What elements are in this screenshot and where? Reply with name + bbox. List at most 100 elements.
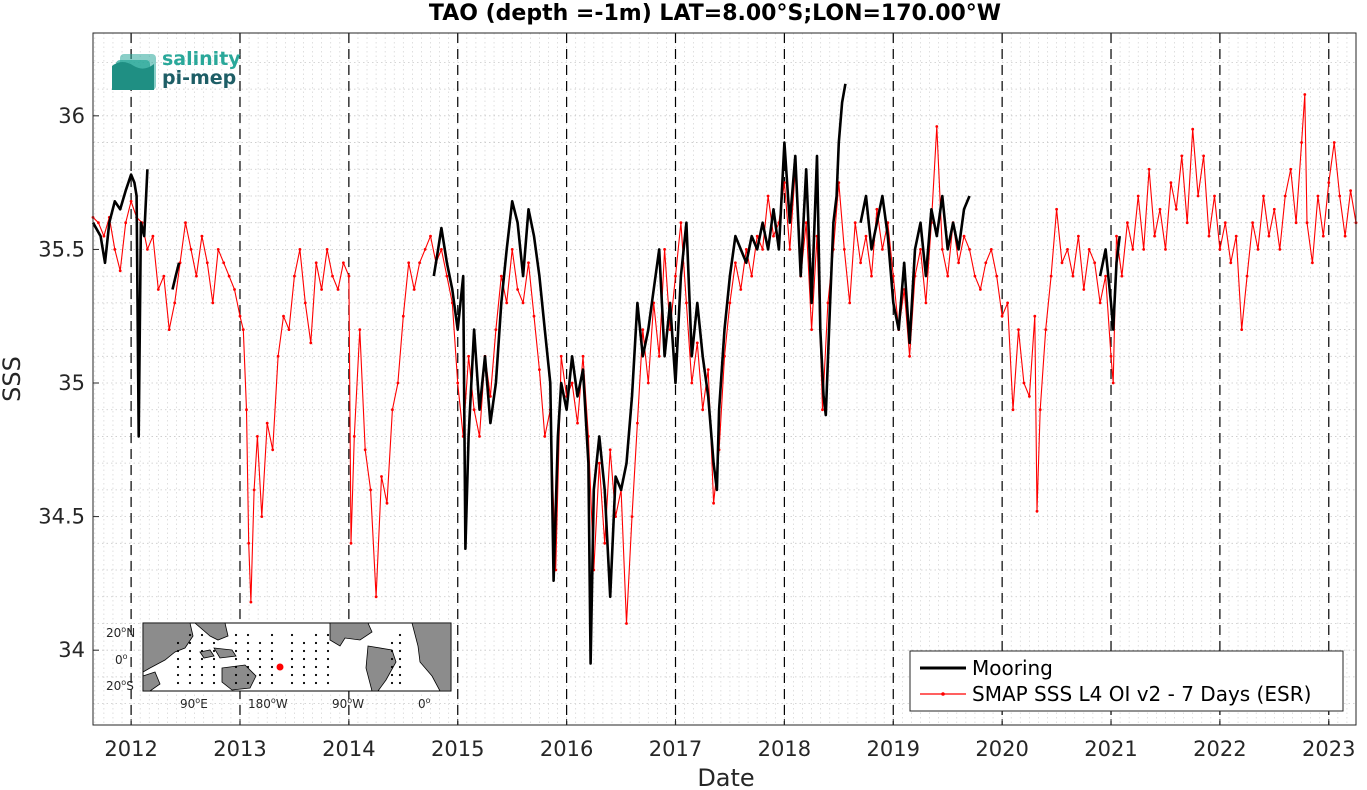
data-point xyxy=(200,234,204,238)
map-station-dot xyxy=(270,681,274,685)
map-station-dot xyxy=(188,649,192,653)
map-station-dot xyxy=(212,673,216,677)
data-point xyxy=(380,475,383,478)
map-station-dot xyxy=(270,673,274,677)
data-point xyxy=(989,248,993,251)
map-station-dot xyxy=(314,673,318,677)
map-station-dot xyxy=(290,641,294,645)
data-point xyxy=(287,328,291,331)
data-point xyxy=(919,248,922,251)
x-tick-label: 2012 xyxy=(104,737,157,761)
map-land xyxy=(142,622,452,692)
data-point xyxy=(728,301,732,305)
logo-text-pimep: pi-mep xyxy=(162,67,236,89)
data-point xyxy=(712,501,715,505)
map-station-dot xyxy=(176,681,180,685)
data-point xyxy=(102,234,106,238)
map-station-dot xyxy=(398,673,402,677)
map-station-dot xyxy=(246,633,250,637)
map-station-dot xyxy=(302,657,306,661)
x-tick-label: 2017 xyxy=(649,737,702,761)
data-point xyxy=(755,234,759,238)
data-point xyxy=(891,274,895,278)
data-point xyxy=(499,274,503,278)
map-station-dot xyxy=(212,681,216,685)
data-point xyxy=(1174,207,1178,211)
data-point xyxy=(276,354,280,358)
data-point xyxy=(363,448,367,452)
data-point xyxy=(349,541,353,545)
map-station-dot xyxy=(176,649,180,653)
data-point xyxy=(1055,207,1058,211)
data-point xyxy=(173,301,177,305)
map-station-dot xyxy=(290,657,294,661)
map-station-dot xyxy=(314,681,318,685)
map-station-dot xyxy=(390,649,394,653)
series-smap-sss xyxy=(91,93,1358,625)
data-point xyxy=(418,261,421,265)
map-station-dot xyxy=(176,657,180,661)
map-station-dot xyxy=(390,657,394,661)
data-point xyxy=(1338,194,1342,198)
data-point xyxy=(1303,93,1307,96)
y-axis-label: SSS xyxy=(0,356,26,402)
data-point xyxy=(804,221,808,225)
map-station-dot xyxy=(188,665,192,669)
data-point xyxy=(973,274,977,278)
data-point xyxy=(788,248,792,251)
map-station-dot xyxy=(258,673,262,677)
map-station-dot xyxy=(258,657,262,661)
data-point xyxy=(859,261,862,265)
data-point xyxy=(881,248,884,251)
data-point xyxy=(211,301,215,305)
map-station-dot xyxy=(398,641,402,645)
map-station-dot xyxy=(246,681,250,685)
data-point xyxy=(957,261,960,265)
data-point xyxy=(1049,274,1053,278)
data-point xyxy=(581,354,585,358)
data-point xyxy=(636,421,639,425)
data-point xyxy=(456,381,460,385)
data-point xyxy=(1327,181,1331,185)
data-point xyxy=(505,301,509,305)
map-station-dot xyxy=(188,633,192,637)
data-point xyxy=(429,234,432,238)
data-point xyxy=(527,261,530,265)
data-point xyxy=(663,248,666,251)
data-point xyxy=(532,314,536,318)
map-station-dot xyxy=(200,673,204,677)
data-point xyxy=(1082,288,1086,291)
data-point xyxy=(293,274,296,278)
data-point xyxy=(543,435,547,438)
data-point xyxy=(1158,207,1162,211)
data-point xyxy=(646,381,650,385)
data-point xyxy=(1229,261,1233,265)
data-point xyxy=(1262,194,1265,198)
data-point xyxy=(935,125,939,128)
map-station-dot xyxy=(176,665,180,669)
map-station-dot xyxy=(234,657,238,661)
map-station-dot xyxy=(326,681,330,685)
map-lon-label-90e: 90oE xyxy=(180,696,208,711)
x-tick-label: 2014 xyxy=(322,737,375,761)
data-point xyxy=(252,488,256,492)
data-point xyxy=(1087,248,1091,251)
map-station-dot xyxy=(258,665,262,669)
series-line xyxy=(859,194,971,345)
map-station-dot xyxy=(258,641,262,645)
map-station-dot xyxy=(234,641,238,645)
data-point xyxy=(1196,194,1200,198)
data-point xyxy=(1142,248,1146,251)
map-station-dot xyxy=(270,633,274,637)
data-point xyxy=(1006,301,1009,305)
data-point xyxy=(205,261,209,265)
degree-symbol: o xyxy=(121,625,126,634)
data-point xyxy=(227,274,231,278)
map-lon-label-0: 0o xyxy=(418,696,431,711)
grid-layer xyxy=(93,33,1357,725)
data-point xyxy=(625,622,628,625)
data-point xyxy=(842,248,846,251)
data-point xyxy=(1213,194,1216,198)
data-point xyxy=(467,354,470,358)
data-point xyxy=(1126,221,1129,225)
